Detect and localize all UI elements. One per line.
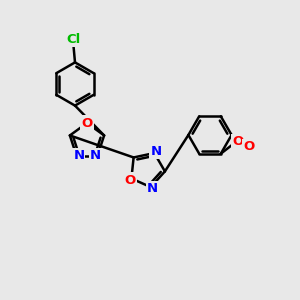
Text: O: O [232, 135, 244, 148]
Text: N: N [147, 182, 158, 195]
Text: N: N [73, 149, 84, 162]
Text: O: O [243, 140, 254, 154]
Text: N: N [90, 149, 101, 162]
Text: Cl: Cl [66, 33, 81, 46]
Text: N: N [150, 145, 161, 158]
Text: O: O [81, 116, 93, 130]
Text: O: O [124, 173, 136, 187]
